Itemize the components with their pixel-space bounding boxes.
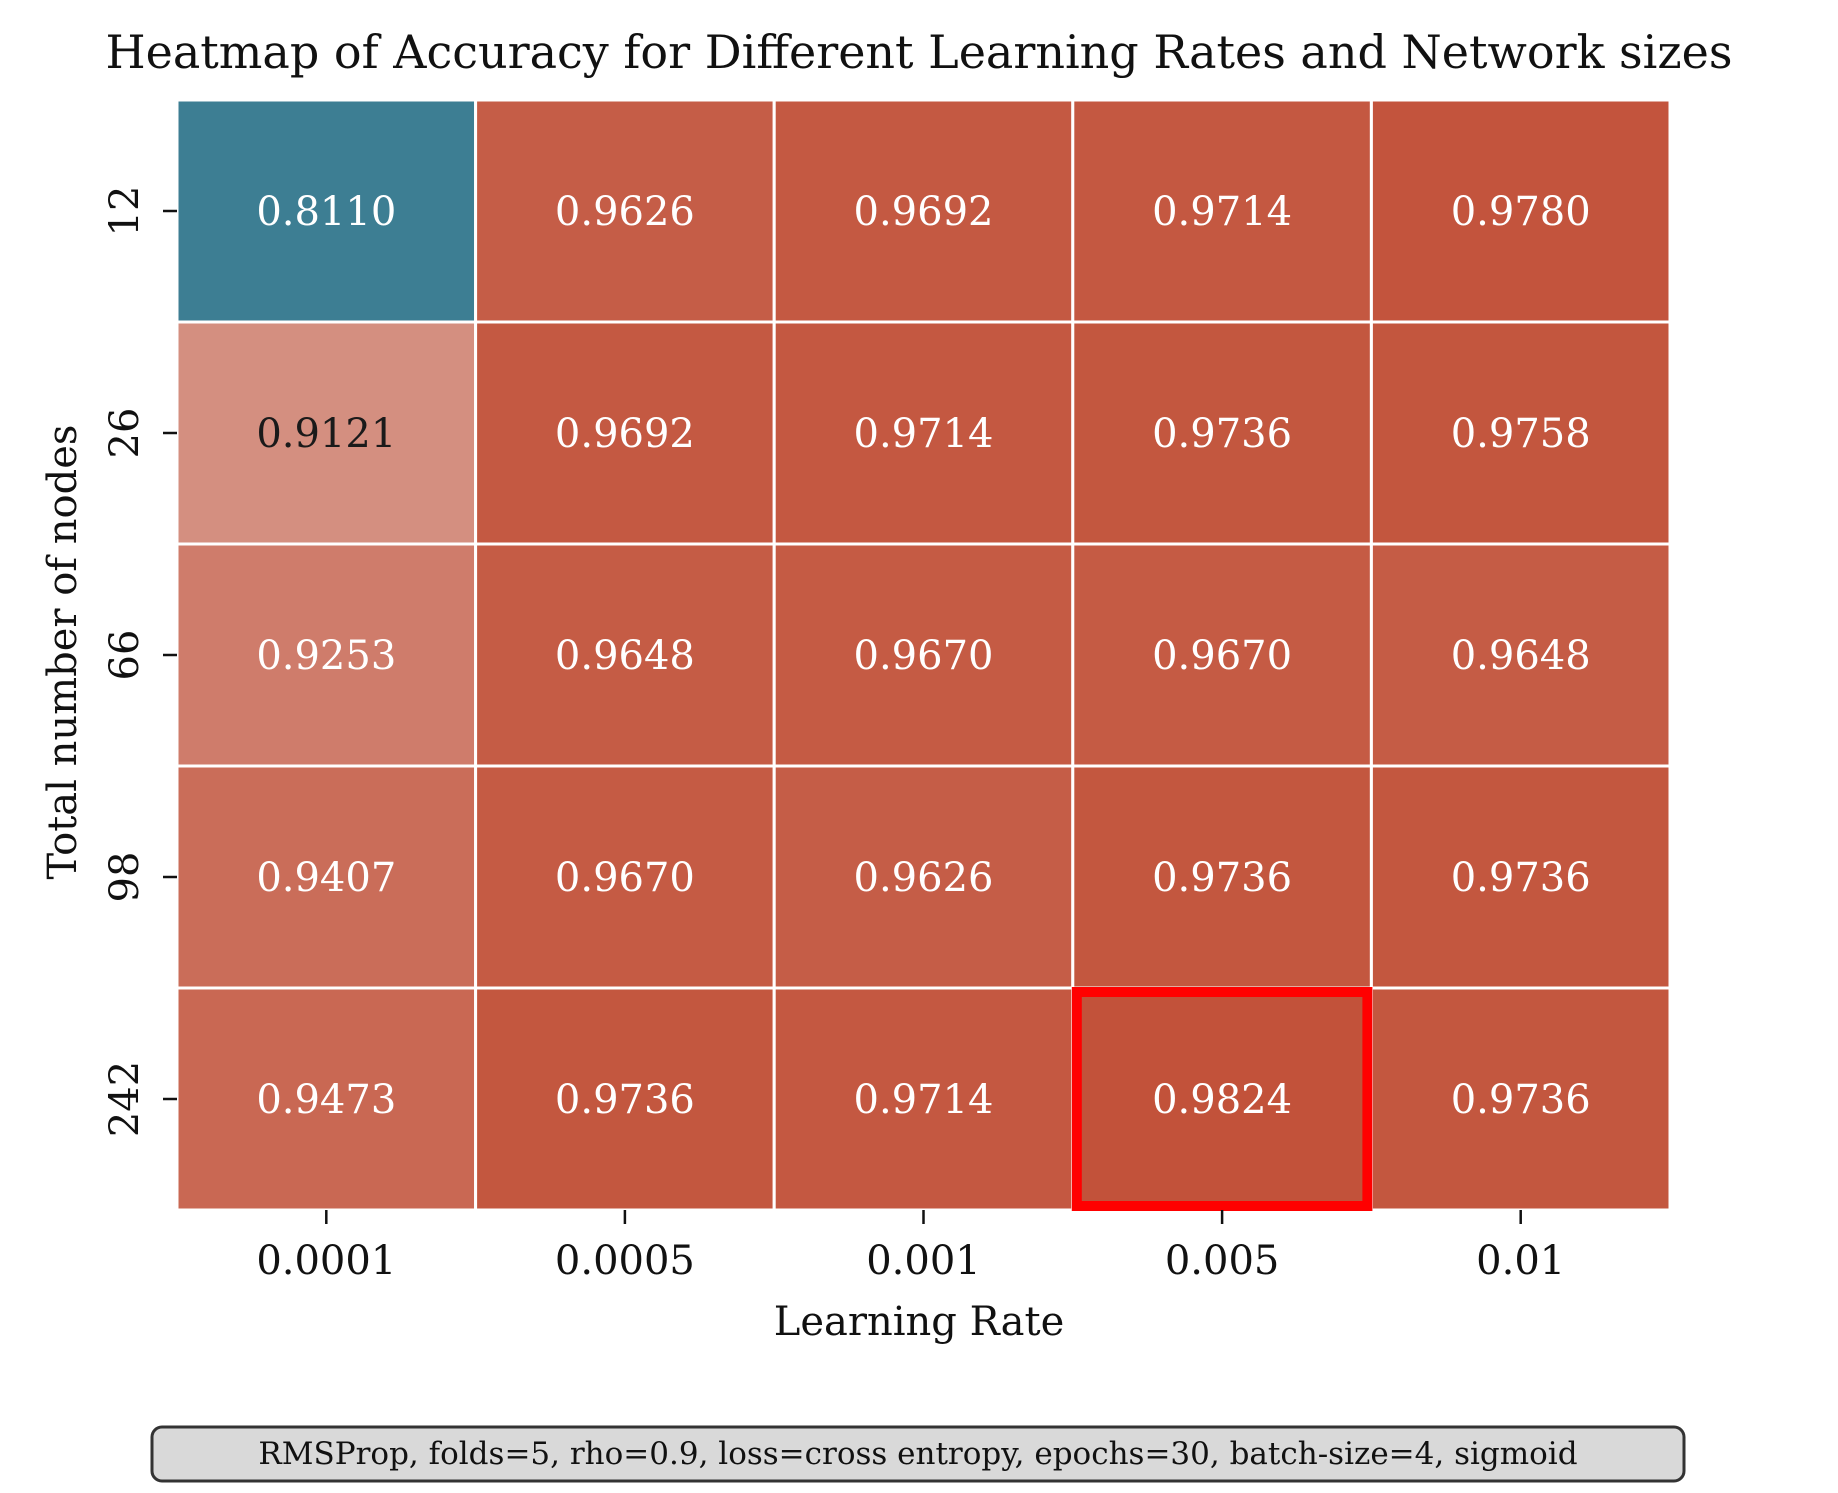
y-tick-label: 26	[102, 408, 148, 459]
cell-value-label: 0.9407	[256, 855, 396, 901]
cell-value-label: 0.9692	[854, 189, 994, 235]
y-tick-label: 98	[102, 852, 148, 903]
heatmap-cell-r3-c1	[474, 764, 776, 990]
heatmap-cell-r2-c4	[1369, 542, 1672, 768]
heatmap-cell-r1-c4	[1369, 320, 1672, 546]
y-tick-label: 242	[102, 1061, 148, 1137]
cell-value-label: 0.9670	[854, 633, 994, 679]
cell-value-label: 0.9473	[256, 1077, 396, 1123]
cell-value-label: 0.9121	[256, 411, 396, 457]
heatmap-cells	[175, 98, 1672, 1212]
heatmap-cell-r0-c3	[1071, 98, 1373, 324]
y-axis-label: Total number of nodes	[40, 425, 86, 880]
cell-value-label: 0.9648	[1451, 633, 1591, 679]
x-axis: 0.0001 0.0005 0.001 0.005 0.01	[256, 1210, 1565, 1284]
cell-value-label: 0.9736	[1451, 855, 1591, 901]
cell-value-label: 0.9736	[1152, 855, 1292, 901]
cell-value-label: 0.9714	[854, 1077, 994, 1123]
x-tick-label: 0.01	[1476, 1238, 1565, 1284]
x-tick-label: 0.0005	[555, 1238, 695, 1284]
x-tick-label: 0.001	[866, 1238, 981, 1284]
heatmap-cell-r4-c2	[772, 986, 1075, 1212]
cell-value-label: 0.9670	[555, 855, 695, 901]
parameter-note-box	[150, 1425, 1686, 1483]
x-axis-label: Learning Rate	[774, 1299, 1064, 1345]
y-tick-label: 66	[102, 630, 148, 681]
cell-value-label: 0.9758	[1451, 411, 1591, 457]
heatmap-cell-r1-c2	[772, 320, 1075, 546]
cell-value-label: 0.9714	[1152, 189, 1292, 235]
heatmap-cell-r2-c1	[474, 542, 776, 768]
heatmap-cell-r4-c1	[474, 986, 776, 1212]
parameter-note-text: RMSProp, folds=5, rho=0.9, loss=cross en…	[258, 1436, 1577, 1472]
heatmap-cell-r3-c4	[1369, 764, 1672, 990]
heatmap-cell-r3-c3	[1071, 764, 1373, 990]
highlight-layer	[1071, 987, 1373, 1211]
parameter-note: RMSProp, folds=5, rho=0.9, loss=cross en…	[150, 1425, 1686, 1483]
cell-value-label: 0.9626	[555, 189, 695, 235]
heatmap-cell-r2-c2	[772, 542, 1075, 768]
cell-value-label: 0.9692	[555, 411, 695, 457]
cell-value-label: 0.9648	[555, 633, 695, 679]
cell-value-label: 0.9736	[1152, 411, 1292, 457]
heatmap-cell-r2-c3	[1071, 542, 1373, 768]
cell-value-label: 0.9626	[854, 855, 994, 901]
cell-value-label: 0.9670	[1152, 633, 1292, 679]
cell-value-label: 0.9253	[256, 633, 396, 679]
heatmap-cell-r1-c0	[175, 320, 478, 546]
cell-value-label: 0.9824	[1152, 1077, 1292, 1123]
heatmap-cell-r0-c1	[474, 98, 776, 324]
chart-title: Heatmap of Accuracy for Different Learni…	[106, 25, 1733, 79]
heatmap-cell-r4-c0	[175, 986, 478, 1212]
y-tick-label: 12	[102, 186, 148, 237]
heatmap-cell-r3-c2	[772, 764, 1075, 990]
x-tick-label: 0.005	[1165, 1238, 1280, 1284]
heatmap-cell-labels: 0.8110 0.9626 0.9692 0.9714 0.9780 0.9121 0.96…	[256, 189, 1590, 1123]
x-tick-label: 0.0001	[256, 1238, 396, 1284]
heatmap-cell-r0-c0	[175, 98, 478, 324]
cell-value-label: 0.9714	[854, 411, 994, 457]
heatmap-cell-r0-c4	[1369, 98, 1672, 324]
best-cell-highlight	[1071, 987, 1373, 1211]
cell-value-label: 0.9780	[1451, 189, 1591, 235]
heatmap-cell-r0-c2	[772, 98, 1075, 324]
y-axis: 12 26 66 98 242	[102, 186, 177, 1137]
heatmap-cell-r4-c4	[1369, 986, 1672, 1212]
cell-value-label: 0.9736	[555, 1077, 695, 1123]
cell-value-label: 0.8110	[256, 189, 396, 235]
cell-value-label: 0.9736	[1451, 1077, 1591, 1123]
